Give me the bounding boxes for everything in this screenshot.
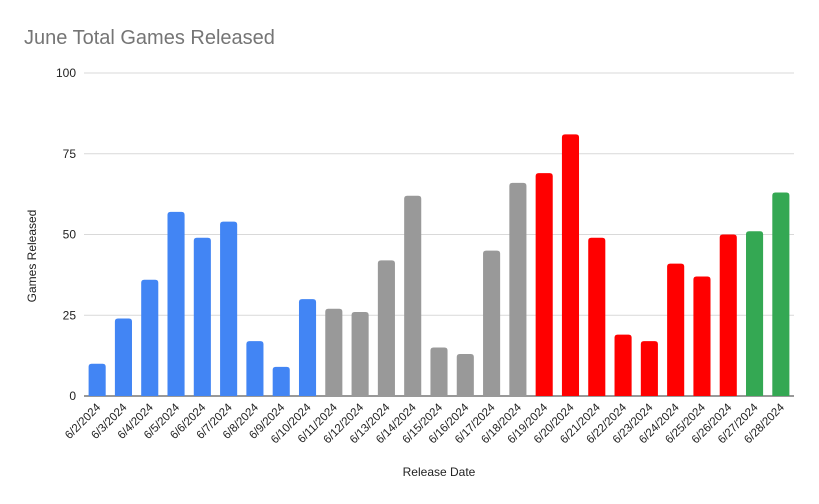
bar-6-21-2024 bbox=[588, 237, 606, 396]
bar-6-10-2024 bbox=[298, 299, 317, 396]
bar-6-11-2024 bbox=[325, 308, 343, 396]
y-tick-label: 0 bbox=[69, 389, 76, 403]
y-tick-label: 100 bbox=[56, 66, 76, 80]
bar-6-17-2024 bbox=[483, 250, 501, 396]
bar-6-26-2024 bbox=[719, 234, 737, 396]
bar-6-24-2024 bbox=[667, 263, 685, 396]
bars bbox=[88, 134, 790, 396]
bar-6-4-2024 bbox=[141, 279, 159, 396]
y-axis-label: Games Released bbox=[25, 210, 39, 303]
x-axis-ticks: 6/2/20246/3/20246/4/20246/5/20246/6/2024… bbox=[63, 401, 787, 446]
bar-6-18-2024 bbox=[509, 182, 527, 396]
bar-6-15-2024 bbox=[430, 347, 448, 396]
y-tick-label: 25 bbox=[63, 308, 77, 322]
bar-6-20-2024 bbox=[561, 134, 580, 396]
bar-6-12-2024 bbox=[351, 312, 369, 396]
bar-6-16-2024 bbox=[456, 354, 474, 396]
bar-6-13-2024 bbox=[377, 260, 395, 396]
bar-6-23-2024 bbox=[640, 341, 658, 396]
bar-6-6-2024 bbox=[193, 237, 211, 396]
bar-6-22-2024 bbox=[614, 334, 632, 396]
bar-6-19-2024 bbox=[535, 173, 553, 396]
y-tick-label: 50 bbox=[63, 228, 77, 242]
bar-6-3-2024 bbox=[114, 318, 132, 396]
bar-6-2-2024 bbox=[88, 363, 106, 396]
bar-6-8-2024 bbox=[246, 341, 264, 396]
bar-6-27-2024 bbox=[746, 231, 764, 396]
bar-6-25-2024 bbox=[693, 276, 711, 396]
x-axis-label: Release Date bbox=[403, 465, 476, 479]
bar-6-9-2024 bbox=[272, 366, 290, 396]
bar-6-14-2024 bbox=[404, 195, 422, 396]
y-tick-label: 75 bbox=[63, 147, 77, 161]
bar-6-7-2024 bbox=[220, 221, 238, 396]
bar-6-5-2024 bbox=[167, 211, 185, 396]
y-axis-ticks: 0 25 50 75 100 bbox=[56, 66, 76, 403]
chart-title: June Total Games Released bbox=[24, 27, 275, 49]
bar-6-28-2024 bbox=[772, 192, 790, 396]
